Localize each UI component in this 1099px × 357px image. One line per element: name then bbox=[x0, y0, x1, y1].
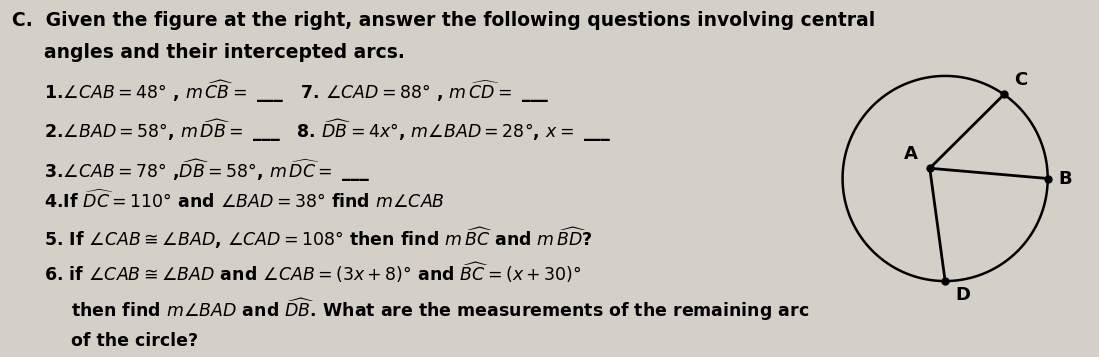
Text: 2.$\angle BAD = 58°$, $m\,\widehat{DB} =$ ___   8. $\widehat{DB} = 4x°$, $m\angl: 2.$\angle BAD = 58°$, $m\,\widehat{DB} =… bbox=[44, 118, 611, 145]
Text: A: A bbox=[903, 145, 918, 163]
Text: angles and their intercepted arcs.: angles and their intercepted arcs. bbox=[44, 43, 404, 62]
Text: D: D bbox=[955, 286, 970, 304]
Text: of the circle?: of the circle? bbox=[71, 332, 198, 350]
Text: 5. If $\angle CAB \cong \angle BAD$, $\angle CAD = 108°$ then find $m\,\widehat{: 5. If $\angle CAB \cong \angle BAD$, $\a… bbox=[44, 225, 592, 251]
Text: 1.$\angle CAB = 48°$ , $m\,\widehat{CB} =$ ___   7. $\angle CAD = 88°$ , $m\,\wi: 1.$\angle CAB = 48°$ , $m\,\widehat{CB} … bbox=[44, 79, 550, 105]
Text: B: B bbox=[1058, 170, 1072, 187]
Text: 6. if $\angle CAB \cong \angle BAD$ and $\angle CAB = (3x+8)°$ and $\widehat{BC}: 6. if $\angle CAB \cong \angle BAD$ and … bbox=[44, 261, 581, 285]
Text: C.  Given the figure at the right, answer the following questions involving cent: C. Given the figure at the right, answer… bbox=[12, 11, 875, 30]
Text: then find $m\angle BAD$ and $\widehat{DB}$. What are the measurements of the rem: then find $m\angle BAD$ and $\widehat{DB… bbox=[71, 296, 809, 323]
Text: 4.If $\widehat{DC} = 110°$ and $\angle BAD = 38°$ find $m\angle CAB$: 4.If $\widehat{DC} = 110°$ and $\angle B… bbox=[44, 189, 444, 211]
Text: C: C bbox=[1014, 71, 1028, 89]
Text: 3.$\angle CAB = 78°$ ,$\widehat{DB} = 58°$, $m\,\widehat{DC} =$ ___: 3.$\angle CAB = 78°$ ,$\widehat{DB} = 58… bbox=[44, 157, 369, 184]
